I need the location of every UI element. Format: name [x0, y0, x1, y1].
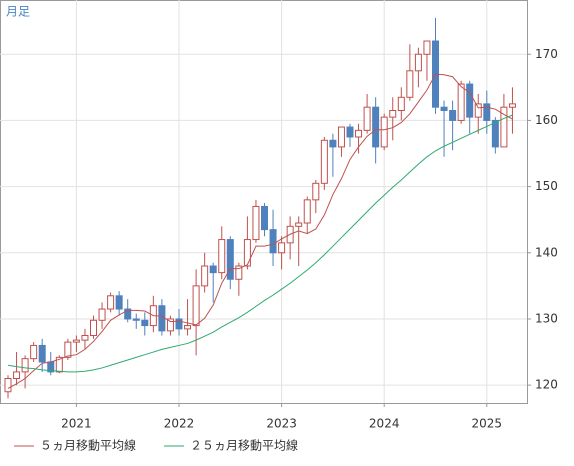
candle-body	[158, 305, 166, 332]
candle-body	[192, 285, 200, 327]
candle-body	[278, 242, 286, 254]
candle-body	[329, 139, 337, 148]
legend-label: ５ヵ月移動平均線	[40, 438, 136, 453]
candle-body	[226, 239, 234, 280]
candle-body	[166, 318, 174, 332]
candle-body	[269, 229, 277, 254]
candle-body	[201, 265, 209, 287]
x-tick-label: 2025	[472, 417, 503, 431]
candle-body	[440, 106, 448, 112]
candle-body	[423, 40, 431, 55]
candle-body	[449, 110, 457, 121]
candle-body	[64, 341, 72, 358]
candle-body	[107, 295, 115, 310]
ma-line	[7, 73, 513, 389]
candle-body	[72, 339, 80, 343]
y-tick-label: 140	[535, 245, 558, 259]
candle-body	[38, 344, 46, 363]
candle-body	[13, 371, 21, 380]
candle-body	[295, 222, 303, 227]
candle-body	[414, 53, 422, 72]
candle-body	[474, 103, 482, 118]
candle-body	[303, 199, 311, 224]
corner-label: 月足	[6, 5, 30, 19]
candle-body	[81, 335, 89, 341]
candle-body	[218, 239, 226, 274]
candle-body	[243, 239, 251, 267]
y-tick-label: 130	[535, 311, 558, 325]
candle-body	[491, 119, 499, 148]
candle-body	[209, 265, 217, 274]
legend-label: ２５ヵ月移動平均線	[190, 438, 298, 453]
candle-body	[21, 358, 29, 373]
candle-body	[132, 318, 140, 321]
candle-body	[363, 106, 371, 131]
candle-body	[261, 205, 268, 231]
candle-body	[508, 103, 516, 108]
candle-body	[115, 295, 123, 310]
x-tick-label: 2021	[61, 417, 92, 431]
candle-body	[466, 83, 474, 118]
candle-body	[500, 106, 508, 148]
candle-body	[397, 96, 405, 112]
plot-frame	[0, 0, 528, 404]
candle-body	[337, 126, 345, 148]
candle-body	[355, 129, 363, 138]
candle-body	[406, 70, 414, 98]
y-tick-label: 160	[535, 113, 558, 127]
candle-body	[252, 205, 260, 241]
candle-body	[30, 344, 38, 360]
candle-body	[457, 83, 465, 121]
candle-body	[389, 110, 397, 118]
candle-body	[55, 356, 63, 373]
y-tick-label: 150	[535, 179, 558, 193]
candle-body	[4, 378, 12, 393]
candle-body	[175, 318, 183, 330]
ma-line	[7, 114, 513, 373]
candle-body	[346, 126, 354, 138]
y-tick-label: 170	[535, 47, 558, 61]
x-tick-label: 2024	[369, 417, 400, 431]
x-tick-label: 2022	[164, 417, 195, 431]
candle-body	[184, 325, 192, 330]
y-tick-label: 120	[535, 378, 558, 392]
candle-body	[124, 308, 132, 320]
candle-body	[320, 139, 328, 184]
candle-body	[90, 319, 97, 337]
candle-body	[141, 319, 149, 327]
candle-body	[312, 182, 320, 201]
candle-body	[483, 103, 491, 121]
candle-body	[372, 106, 380, 148]
candle-body	[235, 265, 243, 280]
x-tick-label: 2023	[266, 417, 297, 431]
candle-body	[98, 308, 106, 321]
candle-body	[380, 116, 388, 148]
